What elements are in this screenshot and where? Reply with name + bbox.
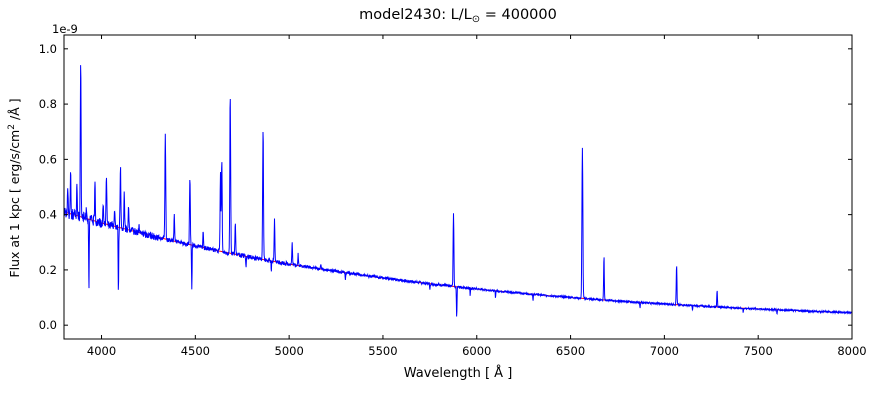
x-tick-label: 6000 bbox=[462, 344, 491, 358]
x-tick-label: 6500 bbox=[556, 344, 585, 358]
x-axis-label: Wavelength [ Å ] bbox=[403, 366, 513, 381]
y-axis-label-exponent: 2 bbox=[7, 124, 17, 130]
x-tick-label: 5500 bbox=[368, 344, 397, 358]
y-tick-label: 0.0 bbox=[39, 318, 57, 332]
sun-symbol: ⊙ bbox=[471, 14, 481, 25]
plot-title-text: model2430: L/L bbox=[359, 7, 472, 23]
x-tick-label: 5000 bbox=[275, 344, 304, 358]
continuum-line bbox=[63, 211, 852, 314]
plot-title-value: = 400000 bbox=[480, 7, 557, 23]
y-axis-label-unit: /Å ] bbox=[7, 98, 23, 125]
x-tick-label: 8000 bbox=[837, 344, 866, 358]
y-axis-label: Flux at 1 kpc [ erg/s/cm2 /Å ] bbox=[7, 78, 25, 298]
x-tick-label: 7500 bbox=[744, 344, 773, 358]
spectrum-line bbox=[63, 65, 853, 317]
x-tick-label: 4000 bbox=[87, 344, 116, 358]
y-tick-label: 0.8 bbox=[39, 97, 57, 111]
y-tick-label: 0.6 bbox=[39, 152, 57, 166]
y-offset-label: 1e-9 bbox=[52, 22, 78, 36]
axes-frame bbox=[63, 34, 853, 340]
x-tick-label: 4500 bbox=[181, 344, 210, 358]
x-tick-label: 7000 bbox=[650, 344, 679, 358]
y-axis-label-text: Flux at 1 kpc [ erg/s/cm bbox=[7, 129, 23, 278]
plot-title: model2430: L/L⊙ = 400000 bbox=[64, 7, 852, 25]
y-tick-label: 1.0 bbox=[39, 42, 57, 56]
y-tick-label: 0.4 bbox=[39, 208, 57, 222]
y-tick-label: 0.2 bbox=[39, 263, 57, 277]
